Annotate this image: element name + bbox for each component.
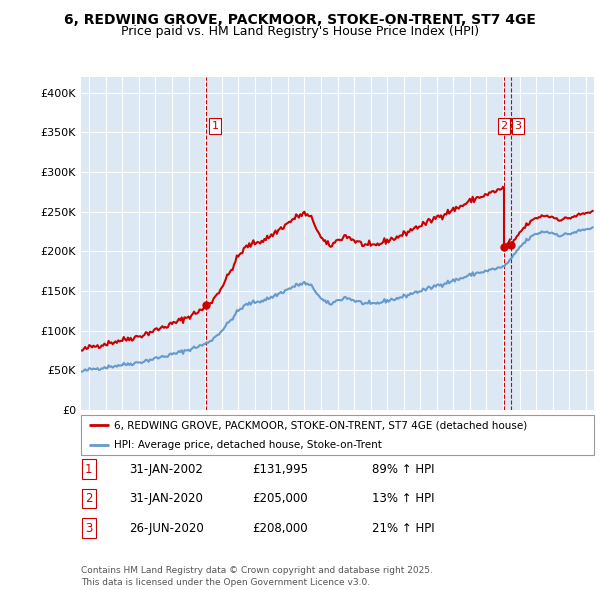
Text: 6, REDWING GROVE, PACKMOOR, STOKE-ON-TRENT, ST7 4GE: 6, REDWING GROVE, PACKMOOR, STOKE-ON-TRE…	[64, 13, 536, 27]
Text: 26-JUN-2020: 26-JUN-2020	[129, 522, 204, 535]
Text: 1: 1	[85, 463, 92, 476]
Text: 3: 3	[514, 121, 521, 131]
Text: 1: 1	[211, 121, 218, 131]
Text: 31-JAN-2002: 31-JAN-2002	[129, 463, 203, 476]
Text: £208,000: £208,000	[252, 522, 308, 535]
Text: £131,995: £131,995	[252, 463, 308, 476]
Text: HPI: Average price, detached house, Stoke-on-Trent: HPI: Average price, detached house, Stok…	[115, 441, 382, 450]
Text: 89% ↑ HPI: 89% ↑ HPI	[372, 463, 434, 476]
Text: Price paid vs. HM Land Registry's House Price Index (HPI): Price paid vs. HM Land Registry's House …	[121, 25, 479, 38]
Text: 2: 2	[85, 492, 92, 505]
Text: 13% ↑ HPI: 13% ↑ HPI	[372, 492, 434, 505]
Text: 21% ↑ HPI: 21% ↑ HPI	[372, 522, 434, 535]
Text: 31-JAN-2020: 31-JAN-2020	[129, 492, 203, 505]
Text: Contains HM Land Registry data © Crown copyright and database right 2025.
This d: Contains HM Land Registry data © Crown c…	[81, 566, 433, 587]
Text: 3: 3	[85, 522, 92, 535]
FancyBboxPatch shape	[81, 415, 594, 455]
Text: 6, REDWING GROVE, PACKMOOR, STOKE-ON-TRENT, ST7 4GE (detached house): 6, REDWING GROVE, PACKMOOR, STOKE-ON-TRE…	[115, 421, 527, 430]
Text: £205,000: £205,000	[252, 492, 308, 505]
Text: 2: 2	[500, 121, 508, 131]
